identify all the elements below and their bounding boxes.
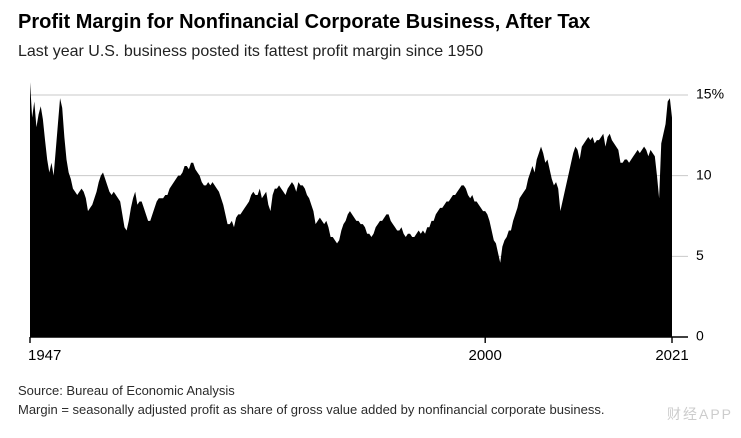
chart-title: Profit Margin for Nonfinancial Corporate… <box>18 11 591 33</box>
chart-footer: Source: Bureau of Economic Analysis Marg… <box>0 382 741 418</box>
y-tick-label: 5 <box>696 247 704 263</box>
source-text: Source: Bureau of Economic Analysis <box>18 383 235 398</box>
y-tick-label: 0 <box>696 328 704 344</box>
profit-margin-area-chart: 0 5 10 15% 1947 2000 2021 <box>28 82 724 364</box>
area-series <box>30 82 672 337</box>
chart-area-container: 0 5 10 15% 1947 2000 2021 <box>0 80 741 372</box>
x-tick-label: 2000 <box>469 347 502 364</box>
footnote-text: Margin = seasonally adjusted profit as s… <box>18 402 605 417</box>
x-tick-label: 1947 <box>28 347 61 364</box>
y-tick-label: 15% <box>696 86 724 102</box>
chart-header: Profit Margin for Nonfinancial Corporate… <box>0 0 741 62</box>
x-tick-label: 2021 <box>655 347 688 364</box>
y-tick-label: 10 <box>696 166 712 182</box>
chart-subtitle: Last year U.S. business posted its fatte… <box>18 43 484 60</box>
